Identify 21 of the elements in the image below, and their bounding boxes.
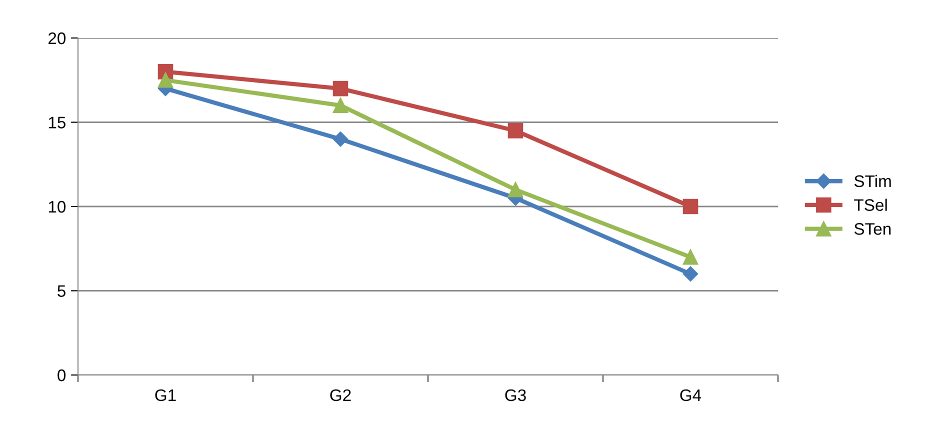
legend-label: TSel (854, 198, 887, 211)
point (508, 182, 524, 198)
x-tick-label: G3 (505, 389, 526, 402)
point (332, 80, 348, 96)
point (682, 249, 698, 265)
y-tick-label: 15 (48, 116, 66, 128)
point (332, 132, 348, 147)
point (158, 72, 174, 88)
point (682, 266, 698, 282)
x-tick-label: G4 (680, 389, 702, 402)
point (508, 123, 524, 138)
y-tick-label: 0 (58, 369, 66, 382)
legend-label: STim (854, 174, 891, 188)
legend-label: STen (854, 223, 891, 235)
y-tick-label: 5 (58, 285, 66, 297)
point (332, 98, 348, 114)
y-tick-label: 10 (48, 200, 66, 213)
point (682, 198, 698, 214)
x-tick-label: G1 (155, 389, 176, 402)
x-tick-label: G2 (330, 389, 351, 402)
y-tick-label: 20 (48, 32, 66, 44)
